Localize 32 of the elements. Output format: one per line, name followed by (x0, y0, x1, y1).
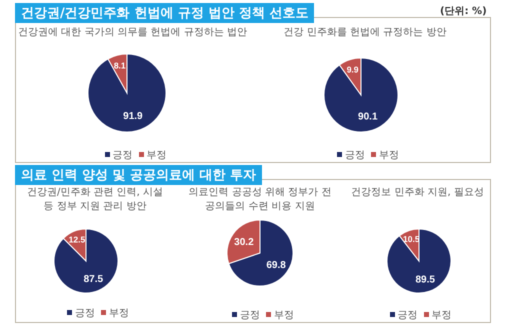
pie-slice (228, 220, 294, 286)
pie-slice (386, 228, 452, 294)
pie-slice (88, 54, 166, 132)
data-label: 87.5 (84, 274, 104, 286)
legend-label: 긍정 (75, 308, 95, 319)
legend-label: 부정 (146, 150, 166, 161)
legend-label: 긍정 (240, 310, 260, 321)
chart-title: 건강 민주화를 헌법에 규정하는 방안 (284, 27, 446, 38)
chart-title: 건강권에 대한 국가의 의무를 헌법에 규정하는 법안 (16, 26, 248, 40)
legend-label: 부정 (379, 150, 399, 161)
pie-slice (54, 228, 118, 294)
legend-label: 부정 (274, 310, 294, 321)
legend-label: 긍정 (398, 310, 418, 321)
chart-title: 건강권/민주화 관련 인력, 시설 등 정부 지원 관리 방안 (26, 186, 164, 214)
data-label: 90.1 (358, 112, 378, 123)
text: 의료 인력 양성 및 공공의료에 대한 투자 (15, 165, 262, 185)
legend-label: 긍정 (345, 150, 365, 161)
data-label: 91.9 (123, 111, 144, 122)
data-label: 9.9 (346, 64, 359, 74)
legend-label: 부정 (432, 310, 452, 321)
data-label: 8.1 (114, 60, 126, 71)
data-label: 89.5 (415, 274, 436, 286)
data-label: 30.2 (234, 236, 254, 248)
data-label: 69.8 (266, 260, 286, 272)
chart-title: 의료인력 공공성 위해 정부가 전공의들의 수련 비용 지원 (188, 186, 332, 214)
legend-label: 긍정 (112, 150, 132, 161)
legend-label: 부정 (109, 308, 129, 319)
chart-title: 건강정보 민주화 지원, 필요성 (350, 186, 485, 200)
pie-slice (324, 58, 398, 132)
text: 건강권/건강민주화 헌법에 규정 법안 정책 선호도 (15, 3, 314, 23)
text: (단위: %) (440, 5, 487, 18)
data-label: 12.5 (68, 234, 86, 245)
